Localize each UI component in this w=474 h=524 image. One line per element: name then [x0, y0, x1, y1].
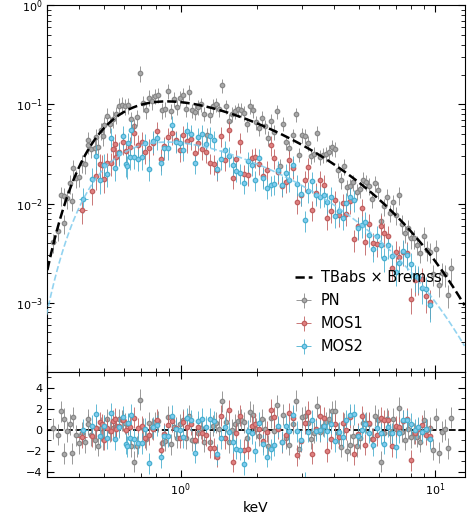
TBabs × Bremss: [112, 115, 118, 121]
TBabs × Bremss: [146, 100, 152, 106]
TBabs × Bremss: [37, 306, 43, 312]
TBabs × Bremss: [164, 99, 170, 105]
X-axis label: keV: keV: [243, 501, 269, 515]
TBabs × Bremss: [288, 136, 293, 142]
Line: TBabs × Bremss: TBabs × Bremss: [40, 102, 465, 309]
TBabs × Bremss: [321, 155, 327, 161]
TBabs × Bremss: [357, 180, 363, 187]
TBabs × Bremss: [462, 302, 467, 309]
TBabs × Bremss: [230, 111, 236, 117]
Legend: TBabs × Bremss, PN, MOS1, MOS2: TBabs × Bremss, PN, MOS1, MOS2: [292, 268, 445, 357]
